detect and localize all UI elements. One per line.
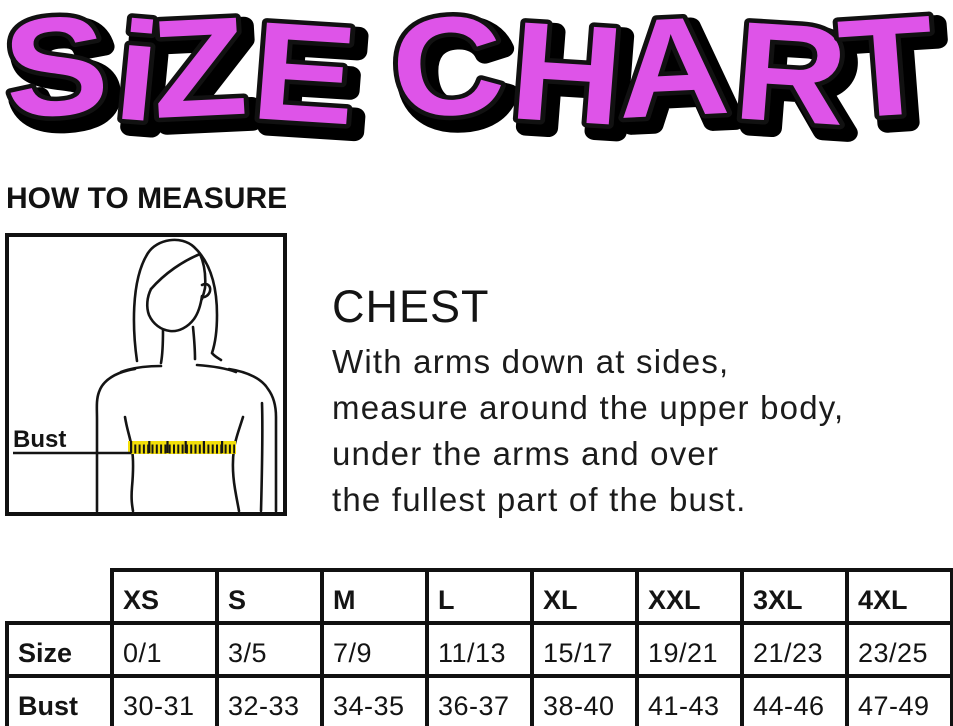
how-to-measure-heading: HOW TO MEASURE [6, 182, 288, 215]
instruction-line: the fullest part of the bust. [332, 481, 747, 519]
size-table: XS S M L XL XXL 3XL 4XL Size 0/1 3/5 7/9… [5, 568, 953, 726]
arm-inner-right-path [259, 401, 264, 513]
header-cell-empty [7, 570, 112, 623]
neck-left-path [159, 328, 165, 365]
table-cell: 44-46 [740, 674, 849, 726]
table-cell: 47-49 [845, 674, 953, 726]
hair-fringe-path [149, 252, 207, 301]
header-cell-3xl: 3XL [740, 568, 849, 625]
title-shadow-text: SiZE CHART [7, 0, 948, 164]
bust-label: Bust [13, 426, 66, 453]
table-row-size: Size 0/1 3/5 7/9 11/13 15/17 19/21 21/23… [5, 621, 953, 678]
header-cell-s: S [215, 568, 324, 625]
header-cell-l: L [425, 568, 534, 625]
table-cell: 11/13 [425, 621, 534, 678]
hair-path [132, 238, 223, 363]
chest-heading: CHEST [332, 281, 490, 332]
table-cell: 23/25 [845, 621, 953, 678]
size-chart-title: SiZE CHART SiZE CHART [0, 0, 953, 173]
header-cell-xs: XS [110, 568, 219, 625]
table-cell: 21/23 [740, 621, 849, 678]
table-header-row: XS S M L XL XXL 3XL 4XL [7, 568, 953, 625]
chest-instructions: CHEST With arms down at sides, measure a… [332, 281, 952, 523]
table-cell: 32-33 [215, 674, 324, 726]
shoulder-right-path [195, 363, 238, 374]
table-cell: 30-31 [110, 674, 219, 726]
measurement-figure: Bust [5, 233, 287, 516]
instruction-line: With arms down at sides, [332, 343, 730, 381]
table-row-bust: Bust 30-31 32-33 34-35 36-37 38-40 41-43… [5, 674, 953, 726]
header-cell-xxl: XXL [635, 568, 744, 625]
header-cell-xl: XL [530, 568, 639, 625]
table-cell: 7/9 [320, 621, 429, 678]
title-art: SiZE CHART SiZE CHART [0, 0, 953, 173]
body-contour-left-path [95, 367, 137, 513]
header-cell-m: M [320, 568, 429, 625]
ear-path [200, 282, 212, 299]
table-cell: 34-35 [320, 674, 429, 726]
row-label-size: Size [5, 621, 114, 678]
torso-left-path [123, 415, 135, 513]
instruction-line: under the arms and over [332, 435, 720, 473]
face-path [145, 287, 204, 333]
table-cell: 19/21 [635, 621, 744, 678]
table-cell: 15/17 [530, 621, 639, 678]
chest-instruction-lines: With arms down at sides, measure around … [332, 339, 952, 523]
neck-right-path [191, 325, 197, 361]
row-label-bust: Bust [5, 674, 114, 726]
instruction-line: measure around the upper body, [332, 389, 845, 427]
woman-outline-illustration: Bust [5, 233, 287, 516]
header-cell-4xl: 4XL [845, 568, 953, 625]
title-text: SiZE CHART [0, 0, 940, 156]
table-cell: 3/5 [215, 621, 324, 678]
torso-right-path [231, 415, 245, 513]
table-cell: 41-43 [635, 674, 744, 726]
body-contour-right-path [227, 367, 278, 513]
figure-frame [5, 233, 287, 516]
table-cell: 0/1 [110, 621, 219, 678]
table-cell: 36-37 [425, 674, 534, 726]
table-cell: 38-40 [530, 674, 639, 726]
